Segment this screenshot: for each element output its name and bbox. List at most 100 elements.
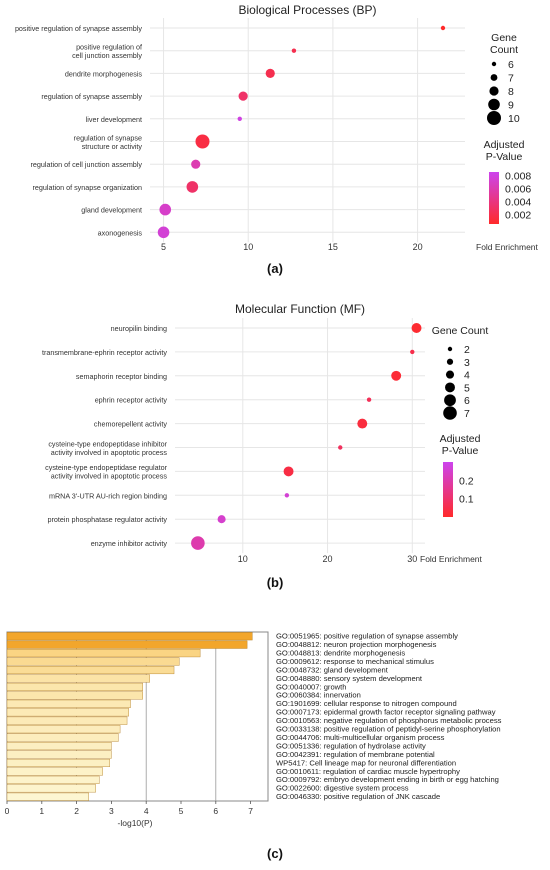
x-tick-label: 15	[328, 242, 338, 252]
size-legend-dot	[445, 382, 455, 393]
category-label: positive regulation of cell junction asse…	[72, 42, 142, 60]
panel-labels: (a) (b) (c)	[267, 261, 284, 861]
bar	[6, 733, 119, 742]
data-point	[284, 493, 290, 498]
size-legend-dot	[489, 86, 499, 96]
x-tick-label: 30	[407, 554, 417, 564]
bar-category-label: GO:0007173: epidermal growth factor rece…	[276, 708, 496, 717]
size-legend-dot	[447, 346, 453, 352]
color-legend-title: Adjusted P-Value	[440, 433, 481, 457]
category-label: gland development	[81, 206, 142, 215]
category-label: cysteine-type endopeptidase regulator act…	[45, 463, 167, 481]
data-point	[411, 323, 422, 333]
data-point	[217, 515, 226, 524]
data-point	[191, 536, 205, 550]
bar-category-label: GO:0009792: embryo development ending in…	[276, 775, 499, 784]
data-point	[159, 203, 172, 216]
size-legend-label: 6	[508, 59, 514, 71]
bar	[6, 674, 150, 683]
data-point	[186, 181, 199, 193]
data-point	[410, 349, 415, 355]
data-point	[195, 134, 210, 149]
bar-category-label: GO:0042391: regulation of membrane poten…	[276, 750, 435, 759]
chart-title: Biological Processes (BP)	[238, 3, 376, 17]
bar	[6, 657, 180, 666]
size-legend-dot	[445, 370, 455, 379]
x-tick-label: 20	[323, 554, 333, 564]
size-legend-label: 10	[508, 113, 520, 125]
data-point	[338, 445, 343, 450]
data-point	[238, 91, 248, 101]
data-point	[283, 466, 294, 477]
bar-category-label: GO:0010611: regulation of cardiac muscle…	[276, 767, 460, 776]
category-label: chemorepellent activity	[94, 420, 168, 429]
panel-label: (a)	[267, 261, 283, 276]
panel-c-bar-chart: GO:0051965: positive regulation of synap…	[5, 631, 502, 828]
category-label: mRNA 3'-UTR AU-rich region binding	[49, 491, 167, 500]
bar-category-label: GO:0033138: positive regulation of pepti…	[276, 725, 501, 734]
data-point	[265, 68, 275, 78]
category-label: dendrite morphogenesis	[65, 69, 143, 78]
color-legend-label: 0.2	[459, 475, 474, 487]
bar-category-label: GO:0010563: negative regulation of phosp…	[276, 716, 502, 725]
bar	[6, 758, 110, 768]
category-label: ephrin receptor activity	[95, 396, 168, 405]
data-point	[366, 397, 372, 402]
size-legend-dot	[446, 358, 454, 365]
bar	[6, 649, 201, 658]
category-label: semaphorin receptor binding	[76, 372, 167, 381]
bar	[6, 640, 248, 649]
panel-label: (b)	[267, 575, 284, 590]
size-legend-title: Gene Count	[490, 32, 518, 56]
color-legend-label: 0.006	[505, 183, 531, 195]
size-legend-dot	[488, 98, 500, 111]
size-legend-label: 2	[464, 344, 470, 356]
bar	[6, 775, 100, 784]
bar-category-label: GO:0048732: gland development	[276, 665, 389, 674]
category-label: axonogenesis	[98, 228, 143, 237]
x-tick-label: 0	[5, 806, 10, 816]
size-legend-dot	[491, 61, 497, 67]
bar-category-label: GO:0048812: neuron projection morphogene…	[276, 640, 437, 649]
data-point	[157, 226, 170, 239]
bar	[6, 666, 175, 675]
bar-category-label: WP5417: Cell lineage map for neuronal di…	[276, 758, 456, 767]
category-label: regulation of synapse assembly	[41, 92, 142, 101]
color-legend-label: 0.004	[505, 196, 531, 208]
size-legend-label: 8	[508, 86, 514, 98]
bar-category-label: GO:0060384: innervation	[276, 691, 361, 700]
bar	[6, 699, 131, 708]
color-legend-title: Adjusted P-Value	[484, 139, 525, 163]
bar-category-label: GO:0009612: response to mechanical stimu…	[276, 657, 434, 666]
x-axis-label: Fold Enrichment	[476, 242, 539, 252]
x-tick-label: 6	[213, 806, 218, 816]
category-label: regulation of synapse structure or activi…	[74, 133, 143, 151]
x-tick-label: 10	[243, 242, 253, 252]
category-label: enzyme inhibitor activity	[91, 539, 168, 548]
panel-a-bp-dotplot: Biological Processes (BP) positive regula…	[15, 3, 539, 252]
plot-frame	[6, 631, 269, 802]
x-axis-label: -log10(P)	[118, 818, 153, 828]
data-point	[440, 25, 446, 31]
panel-b-mf-dotplot: Molecular Function (MF) neuropilin bindin…	[42, 302, 488, 564]
bar-category-label: GO:0046330: positive regulation of JNK c…	[276, 792, 440, 801]
size-legend-label: 7	[508, 73, 514, 85]
x-tick-label: 5	[179, 806, 184, 816]
bar-category-label: GO:0022600: digestive system process	[276, 784, 409, 793]
bar	[6, 750, 112, 759]
x-tick-label: 1	[39, 806, 44, 816]
size-legend-dot	[490, 74, 498, 81]
bar	[6, 767, 103, 776]
x-tick-label: 2	[74, 806, 79, 816]
bar	[6, 742, 112, 751]
category-label: liver development	[86, 115, 142, 124]
bar-category-label: GO:0048813: dendrite morphogenesis	[276, 648, 405, 657]
size-legend-title: Gene Count	[432, 325, 489, 337]
bar	[6, 784, 96, 793]
data-point	[291, 48, 297, 53]
bar	[6, 682, 143, 691]
bar	[6, 708, 130, 717]
bar-category-label: GO:0040007: growth	[276, 682, 347, 691]
data-point	[391, 370, 402, 381]
category-label: regulation of cell junction assembly	[31, 160, 143, 169]
